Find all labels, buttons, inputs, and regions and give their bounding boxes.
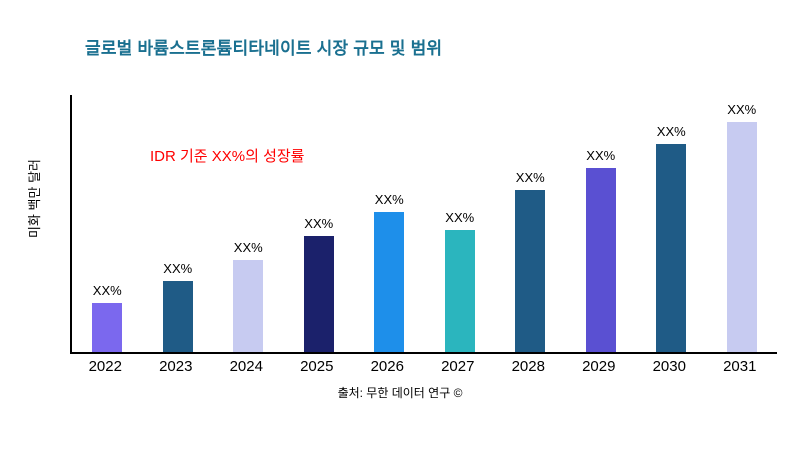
x-axis-ticks: 2022 2023 2024 2025 2026 2027 2028 2029 2030 2031 <box>70 358 775 375</box>
bar-value-label: XX% <box>92 283 122 298</box>
bar-value-label: XX% <box>727 102 757 117</box>
bar-column: XX% <box>354 192 425 352</box>
bar <box>726 122 757 352</box>
bar-column: XX% <box>213 240 284 352</box>
bar-value-label: XX% <box>374 192 404 207</box>
bar <box>233 260 264 352</box>
bar-series: XX% XX% XX% XX% XX% XX% XX% XX% XX% XX% <box>72 95 777 352</box>
bar <box>656 144 687 352</box>
bar <box>92 303 123 352</box>
bar-value-label: XX% <box>656 124 686 139</box>
x-axis-tick-label: 2026 <box>370 358 404 375</box>
bar-column: XX% <box>707 102 778 352</box>
x-axis-tick-label: 2024 <box>229 358 263 375</box>
bar-column: XX% <box>425 210 496 352</box>
bar-value-label: XX% <box>304 216 334 231</box>
bar-value-label: XX% <box>445 210 475 225</box>
bar <box>162 281 193 352</box>
bar-value-label: XX% <box>586 148 616 163</box>
chart-title: 글로벌 바륨스트론튬티타네이트 시장 규모 및 범위 <box>85 39 443 58</box>
x-axis-tick-label: 2022 <box>88 358 122 375</box>
bar <box>303 236 334 352</box>
source-caption: 출처: 무한 데이터 연구 © <box>337 386 463 400</box>
bar <box>515 190 546 352</box>
bar-column: XX% <box>566 148 637 352</box>
bar-value-label: XX% <box>163 261 193 276</box>
x-axis-tick-label: 2027 <box>441 358 475 375</box>
x-axis-tick-label: 2029 <box>582 358 616 375</box>
bar-column: XX% <box>636 124 707 352</box>
bar <box>585 168 616 352</box>
bar-column: XX% <box>495 170 566 352</box>
y-axis-label: 미화 백만 달러 <box>27 159 42 238</box>
bar-column: XX% <box>143 261 214 352</box>
bar-value-label: XX% <box>233 240 263 255</box>
x-axis-tick-label: 2028 <box>511 358 545 375</box>
x-axis-tick-label: 2031 <box>723 358 757 375</box>
bar <box>374 212 405 352</box>
growth-rate-annotation: IDR 기준 XX%의 성장률 <box>150 148 305 165</box>
x-axis-tick-label: 2025 <box>300 358 334 375</box>
bar-column: XX% <box>72 283 143 352</box>
plot-area: IDR 기준 XX%의 성장률 XX% XX% XX% XX% XX% XX% XX% XX%… <box>70 95 777 354</box>
bar-value-label: XX% <box>515 170 545 185</box>
x-axis-tick-label: 2023 <box>159 358 193 375</box>
x-axis-tick-label: 2030 <box>652 358 686 375</box>
bar <box>444 230 475 352</box>
bar-column: XX% <box>284 216 355 352</box>
